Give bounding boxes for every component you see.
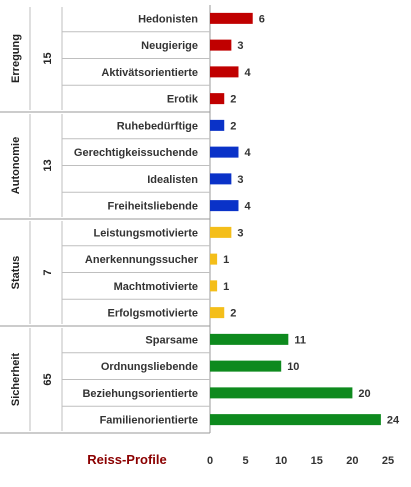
x-tick-label: 0 [207, 455, 213, 467]
bar [210, 360, 282, 372]
bar [210, 39, 232, 51]
bar-value-label: 6 [259, 13, 265, 25]
x-tick-label: 20 [346, 455, 358, 467]
bar [210, 387, 353, 399]
group-label: Erregung [10, 34, 22, 83]
bar [210, 333, 289, 345]
category-label: Hedonisten [138, 13, 198, 25]
bar [210, 200, 239, 212]
category-label: Idealisten [147, 174, 198, 186]
category-label: Machtmotivierte [114, 281, 198, 293]
group-total: 7 [42, 269, 54, 275]
group-total: 13 [42, 159, 54, 171]
x-tick-label: 10 [275, 455, 287, 467]
chart-bars [210, 12, 381, 426]
x-tick-label: 5 [243, 455, 249, 467]
bar-value-label: 11 [294, 334, 306, 346]
bar-value-label: 1 [223, 281, 229, 293]
bar-value-label: 2 [230, 94, 236, 106]
bar [210, 414, 381, 426]
category-label: Freiheitsliebende [108, 201, 198, 213]
group-label: Autonomie [10, 137, 22, 194]
category-label: Sparsame [145, 334, 198, 346]
bar-value-label: 4 [244, 201, 251, 213]
x-tick-label: 15 [311, 455, 323, 467]
category-label: Erfolgsmotivierte [108, 308, 198, 320]
bar-value-label: 3 [237, 40, 243, 52]
bar-value-label: 1 [223, 254, 229, 266]
category-label: Beziehungsorientierte [82, 388, 198, 400]
bar [210, 66, 239, 78]
category-label: Aktivätsorientierte [101, 67, 198, 79]
bar-value-label: 20 [358, 388, 370, 400]
category-label: Gerechtigkeissuchende [74, 147, 198, 159]
bar [210, 253, 218, 265]
bar-value-label: 2 [230, 308, 236, 320]
group-total: 65 [42, 373, 54, 385]
chart-labels: Erregung 15 Hedonisten 6 Neugierige 3 Aktiväts… [10, 13, 400, 426]
category-label: Familienorientierte [100, 415, 198, 427]
category-label: Ordnungsliebende [101, 361, 198, 373]
bar [210, 226, 232, 238]
category-label: Erotik [167, 94, 199, 106]
bar-value-label: 4 [244, 147, 251, 159]
bar [210, 307, 225, 319]
group-total: 15 [42, 52, 54, 64]
x-axis: 0 5 10 15 20 25 [207, 455, 394, 467]
x-axis-title: Reiss-Profile [87, 452, 166, 467]
bar-value-label: 4 [244, 67, 251, 79]
bar [210, 119, 225, 131]
bar-value-label: 10 [287, 361, 299, 373]
bar [210, 12, 253, 24]
chart-structure [0, 5, 211, 434]
bar-value-label: 24 [387, 415, 400, 427]
bar-value-label: 3 [237, 227, 243, 239]
bar [210, 280, 218, 292]
bar-value-label: 2 [230, 120, 236, 132]
group-label: Sicherheit [10, 353, 22, 407]
bar [210, 93, 225, 105]
bar [210, 146, 239, 158]
bar-value-label: 3 [237, 174, 243, 186]
x-tick-label: 25 [382, 455, 394, 467]
category-label: Leistungsmotivierte [93, 227, 198, 239]
group-label: Status [10, 256, 22, 290]
category-label: Neugierige [141, 40, 198, 52]
category-label: Ruhebedürftige [117, 120, 198, 132]
bar [210, 173, 232, 185]
category-label: Anerkennungssucher [85, 254, 199, 266]
